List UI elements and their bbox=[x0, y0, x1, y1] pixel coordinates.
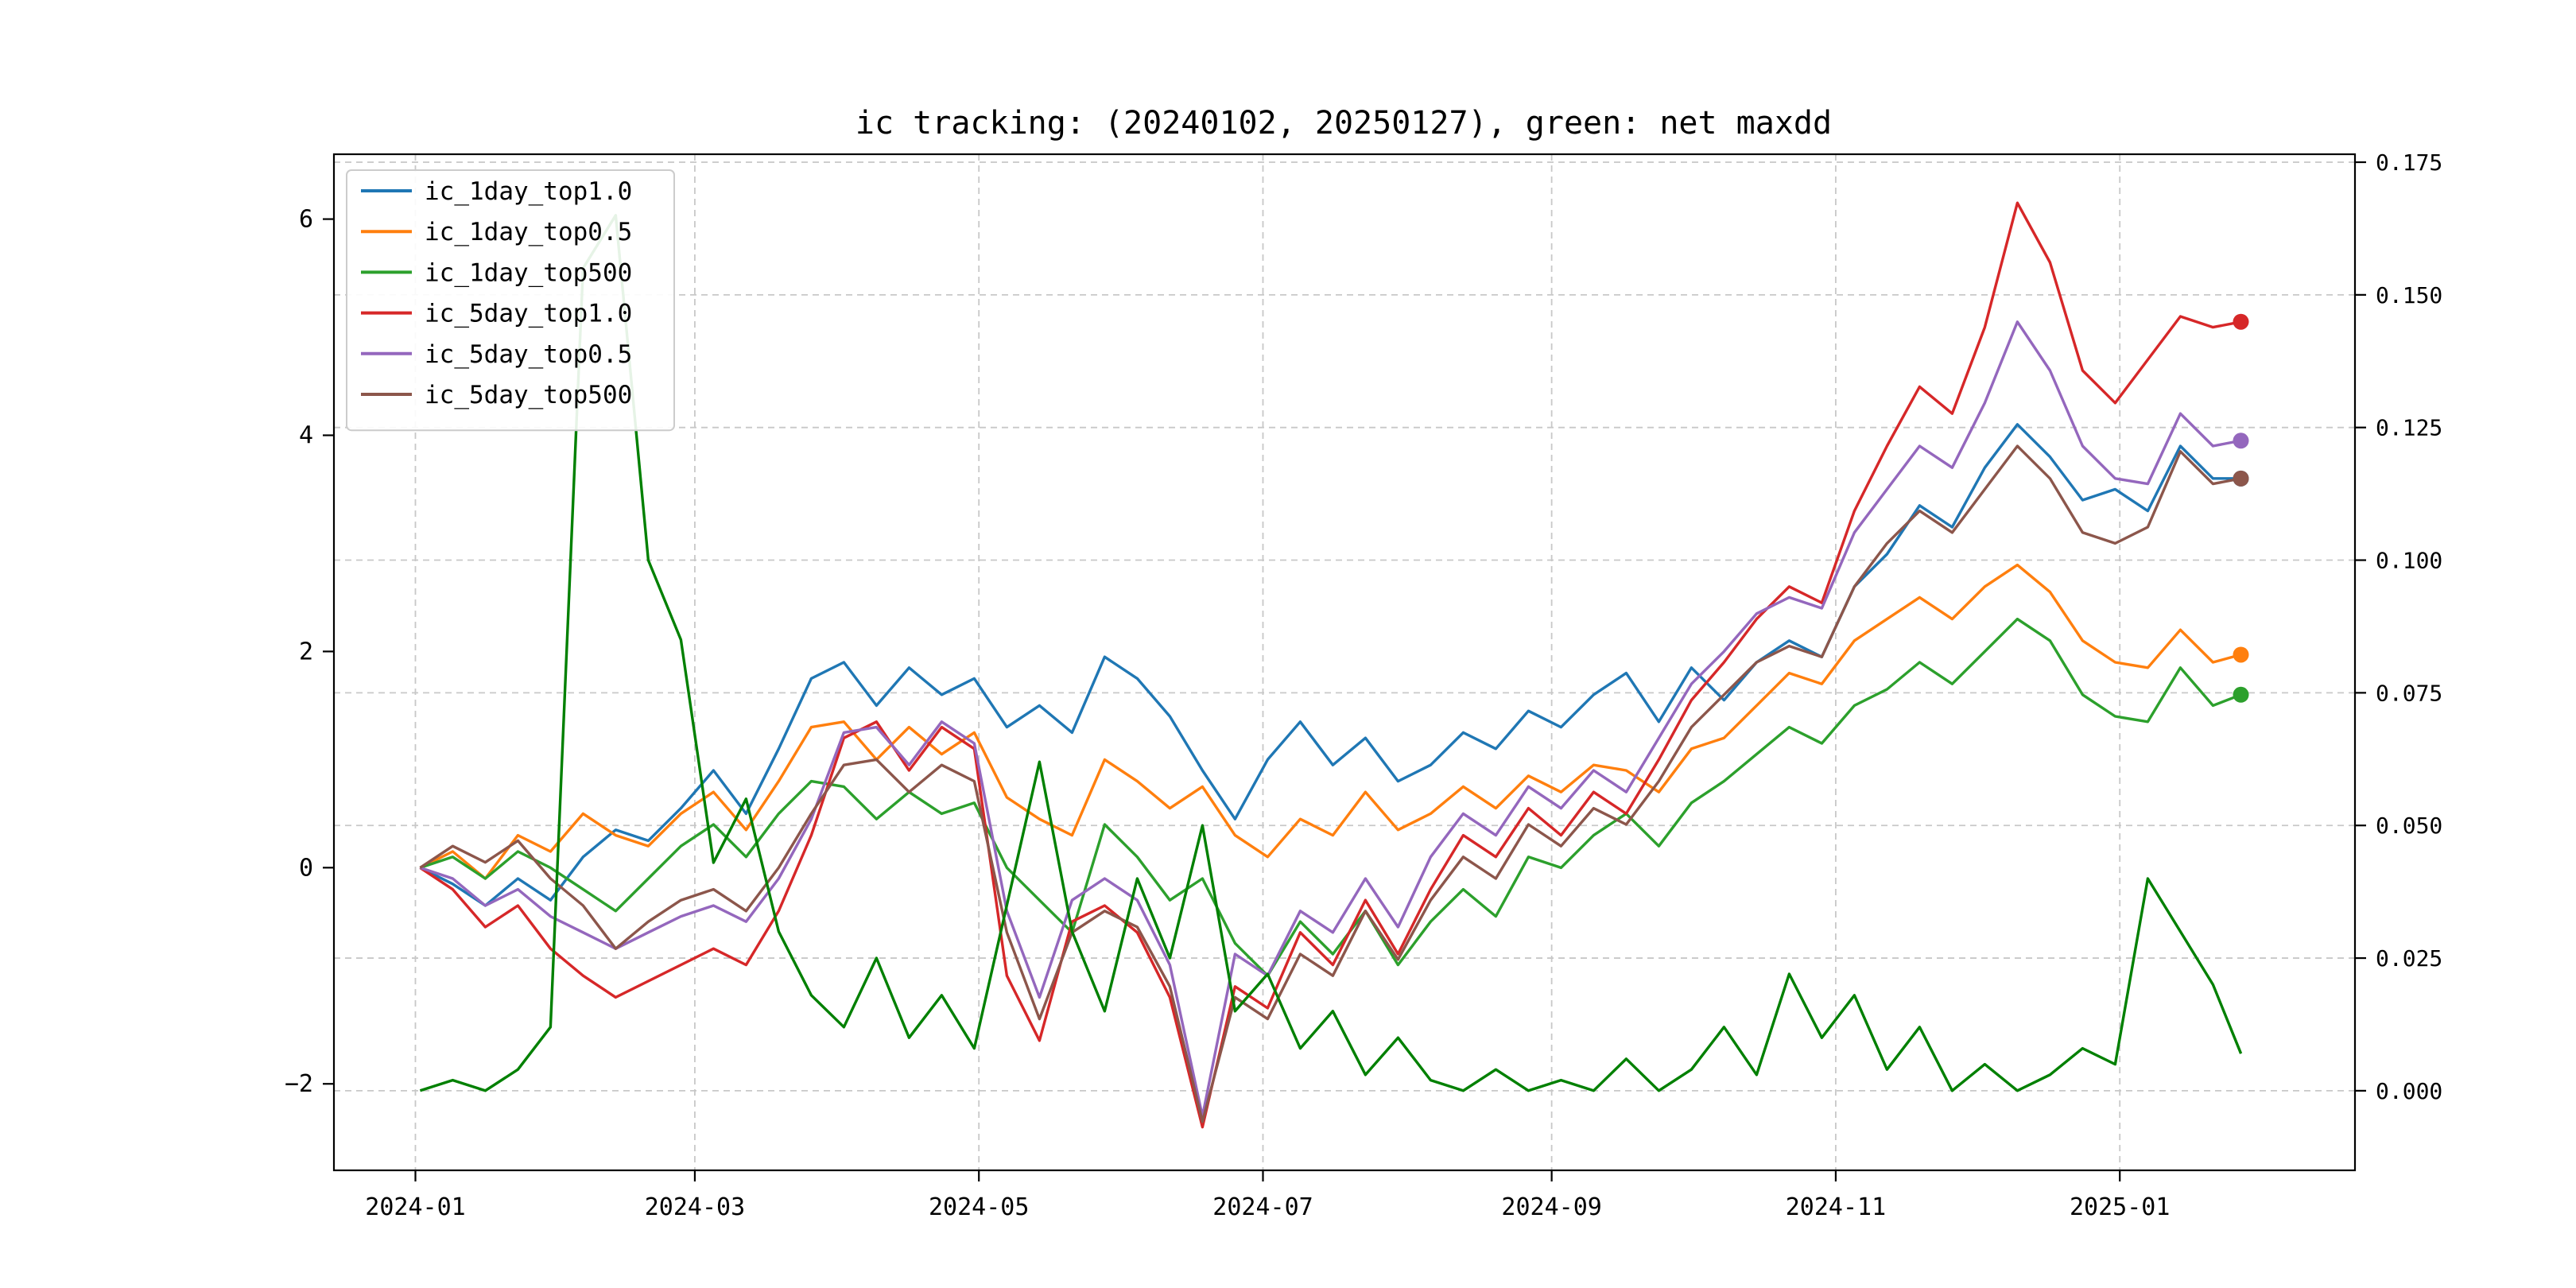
end-dot-ic_1day_top500 bbox=[2233, 686, 2249, 703]
series-line-net_maxdd bbox=[419, 214, 2243, 1092]
series-line-ic_5day_top500 bbox=[419, 444, 2241, 1123]
series-line-ic_5day_top0.5 bbox=[419, 320, 2241, 1118]
chart-title: ic tracking: (20240102, 20250127), green… bbox=[855, 105, 1832, 142]
series-line-ic_1day_top1.0 bbox=[419, 423, 2241, 907]
legend-label-ic_1day_top0.5: ic_1day_top0.5 bbox=[425, 218, 632, 246]
end-dot-ic_1day_top0.5 bbox=[2233, 646, 2249, 663]
legend-label-ic_5day_top1.0: ic_5day_top1.0 bbox=[425, 300, 632, 328]
end-dot-ic_5day_top500 bbox=[2233, 470, 2249, 487]
left-y-tick-label: 2 bbox=[299, 638, 313, 665]
right-y-tick-label: 0.175 bbox=[2376, 149, 2442, 176]
x-tick-label: 2024-01 bbox=[365, 1193, 465, 1221]
right-y-tick-label: 0.150 bbox=[2376, 282, 2442, 308]
legend-label-ic_1day_top500: ic_1day_top500 bbox=[425, 258, 632, 287]
legend-label-ic_5day_top0.5: ic_5day_top0.5 bbox=[425, 340, 632, 369]
series-line-ic_5day_top1.0 bbox=[419, 201, 2241, 1129]
right-y-tick-label: 0.050 bbox=[2376, 813, 2442, 839]
x-tick-label: 2024-09 bbox=[1501, 1193, 1601, 1221]
legend-box bbox=[346, 169, 675, 432]
left-y-tick-label: 0 bbox=[299, 854, 313, 882]
right-y-tick-label: 0.075 bbox=[2376, 680, 2442, 706]
right-y-tick-label: 0.000 bbox=[2376, 1078, 2442, 1104]
right-y-tick-label: 0.100 bbox=[2376, 548, 2442, 574]
right-y-tick-label: 0.025 bbox=[2376, 945, 2442, 972]
end-dot-ic_5day_top1.0 bbox=[2233, 313, 2249, 330]
left-y-tick-label: 6 bbox=[299, 206, 313, 234]
x-tick-label: 2024-11 bbox=[1786, 1193, 1886, 1221]
legend-label-ic_1day_top1.0: ic_1day_top1.0 bbox=[425, 177, 632, 206]
x-tick-label: 2024-03 bbox=[645, 1193, 745, 1221]
right-y-tick-label: 0.125 bbox=[2376, 415, 2442, 441]
x-tick-label: 2024-05 bbox=[929, 1193, 1029, 1221]
plot-frame bbox=[332, 153, 2357, 1172]
end-dot-ic_5day_top0.5 bbox=[2233, 433, 2249, 449]
legend-label-ic_5day_top500: ic_5day_top500 bbox=[425, 381, 632, 409]
x-tick-label: 2025-01 bbox=[2070, 1193, 2170, 1221]
left-y-tick-label: −2 bbox=[285, 1070, 313, 1098]
left-y-tick-label: 4 bbox=[299, 421, 313, 449]
series-line-ic_1day_top0.5 bbox=[419, 563, 2242, 880]
x-tick-label: 2024-07 bbox=[1212, 1193, 1313, 1221]
series-line-ic_1day_top500 bbox=[419, 617, 2242, 977]
